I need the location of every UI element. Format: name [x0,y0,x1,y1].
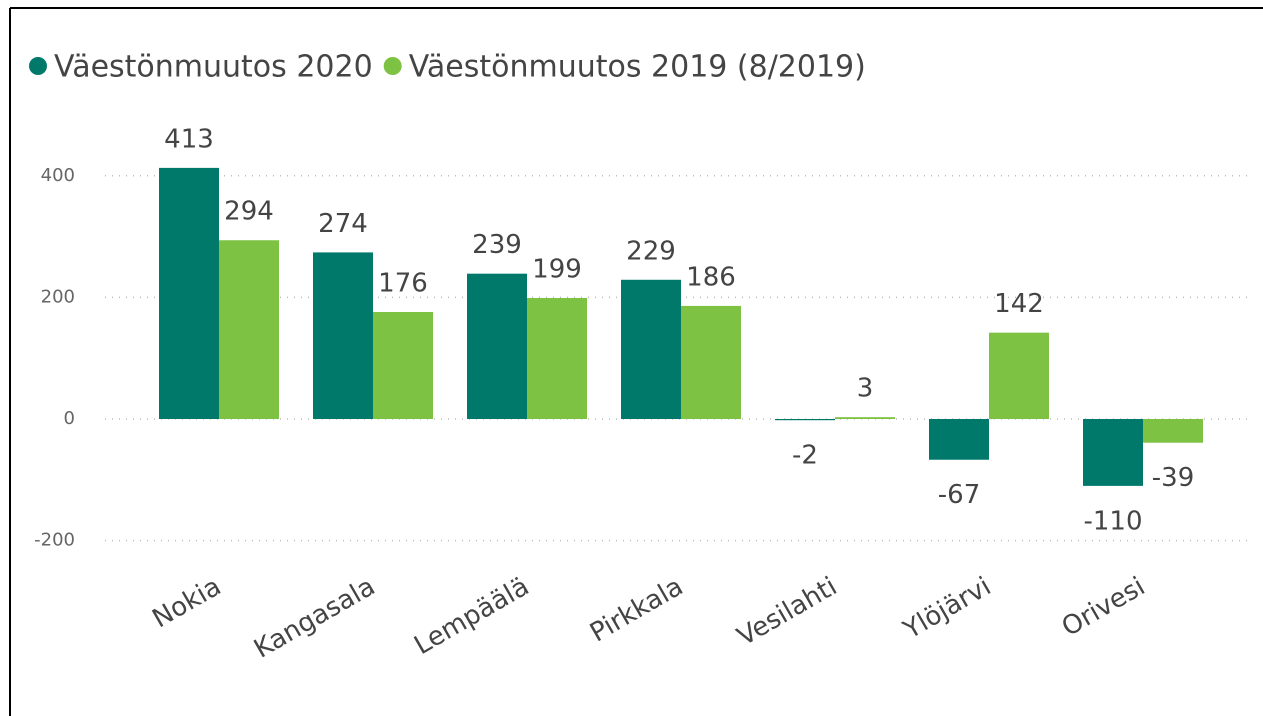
bar [835,417,895,419]
x-tick-label: Ylöjärvi [898,572,997,646]
bar [1083,419,1143,486]
bar [1143,419,1203,443]
x-tick-label: Nokia [148,572,227,635]
bar [989,332,1049,419]
data-label: -67 [938,480,980,510]
data-label: 274 [318,209,368,239]
data-label: -110 [1083,506,1142,536]
legend-marker [383,57,402,75]
bar [527,298,587,419]
x-tick-label: Pirkkala [585,572,688,649]
data-label: 413 [164,124,214,154]
y-tick-label: 200 [41,286,75,307]
legend-marker [29,57,47,75]
bar [621,279,681,419]
data-label: -39 [1152,463,1194,493]
x-tick-label: Orivesi [1057,572,1150,643]
data-label: 294 [224,197,274,227]
bar [373,311,433,419]
data-label: 239 [472,230,522,260]
legend-label: Väestönmuutos 2020 [54,50,373,85]
bar [159,167,219,419]
bar [467,273,527,419]
data-label: 142 [994,289,1044,319]
data-label: 3 [857,374,874,404]
bar [681,305,741,419]
y-tick-label: 400 [41,165,75,186]
data-label: 186 [686,262,736,292]
data-label: -2 [792,441,818,471]
data-label: 199 [532,255,582,285]
x-tick-label: Lempäälä [409,572,534,661]
legend-label: Väestönmuutos 2019 (8/2019) [409,50,866,85]
data-label: 176 [378,268,428,298]
bar [313,252,373,419]
data-label: 229 [626,236,676,266]
bar [775,419,835,421]
y-tick-label: 0 [64,408,75,429]
bar [929,419,989,460]
y-tick-label: -200 [34,530,75,551]
x-tick-label: Kangasala [249,572,380,665]
bar [219,240,279,419]
x-tick-label: Vesilahti [732,572,842,653]
